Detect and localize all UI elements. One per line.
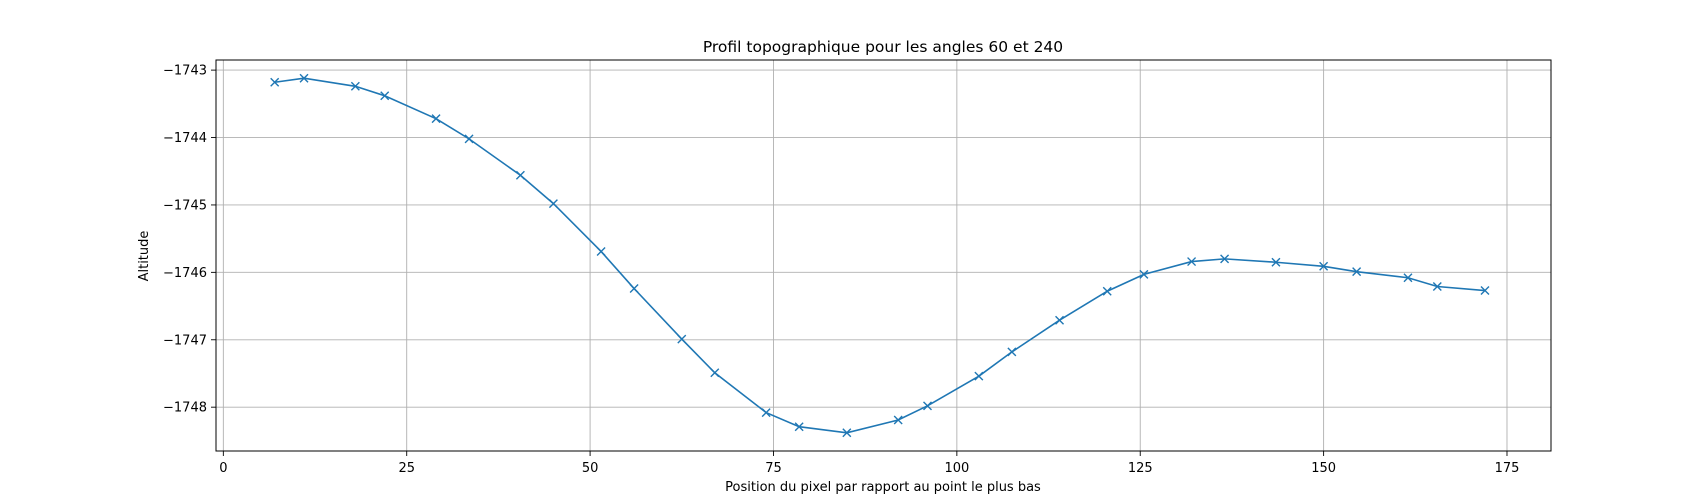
data-point-marker <box>548 199 558 209</box>
chart-title: Profil topographique pour les angles 60 … <box>703 38 1063 56</box>
data-point-marker <box>761 408 771 418</box>
y-axis-ticks: −1743 −1744 −1745 −1746 −1747 −1748 <box>163 64 216 416</box>
data-point-marker <box>1187 257 1197 267</box>
plot-frame <box>215 59 1552 452</box>
y-tick-label: −1746 <box>163 266 207 281</box>
data-point-marker <box>1352 267 1362 277</box>
data-point-marker <box>974 371 984 381</box>
y-tick-label: −1745 <box>163 198 207 213</box>
data-point-marker <box>1102 286 1112 296</box>
x-tick-label: 75 <box>765 461 782 476</box>
data-point-marker <box>350 81 360 91</box>
data-point-marker <box>1319 261 1329 271</box>
data-point-marker <box>380 91 390 101</box>
data-point-marker <box>1220 254 1230 264</box>
series-line <box>274 77 1486 434</box>
x-tick-label: 25 <box>398 461 415 476</box>
y-axis-label: Altitude <box>137 231 152 282</box>
x-tick-label: 150 <box>1311 461 1336 476</box>
data-point-marker <box>299 73 309 83</box>
data-point-marker <box>794 422 804 432</box>
data-point-marker <box>710 368 720 378</box>
data-point-marker <box>270 77 280 87</box>
x-tick-label: 0 <box>219 461 227 476</box>
data-point-marker <box>1139 269 1149 279</box>
data-point-marker <box>1432 282 1442 292</box>
x-tick-label: 175 <box>1495 461 1520 476</box>
data-point-marker <box>842 428 852 438</box>
y-tick-label: −1743 <box>163 64 207 79</box>
x-tick-label: 100 <box>944 461 969 476</box>
data-point-marker <box>1403 273 1413 283</box>
y-tick-label: −1744 <box>163 131 207 146</box>
y-tick-label: −1748 <box>163 401 207 416</box>
data-point-marker <box>515 170 525 180</box>
data-point-marker <box>893 415 903 425</box>
series-group <box>270 73 1490 438</box>
x-axis-label: Position du pixel par rapport au point l… <box>725 480 1041 495</box>
data-point-marker <box>629 284 639 294</box>
grid-lines <box>216 60 1551 451</box>
data-point-marker <box>1271 257 1281 267</box>
y-tick-label: −1747 <box>163 333 207 348</box>
data-point-marker <box>677 334 687 344</box>
x-tick-label: 125 <box>1128 461 1153 476</box>
data-point-marker <box>923 401 933 411</box>
data-point-marker <box>464 134 474 144</box>
data-point-marker <box>596 246 606 256</box>
x-tick-label: 50 <box>582 461 599 476</box>
data-point-marker <box>1007 347 1017 357</box>
data-point-marker <box>431 114 441 124</box>
data-point-marker <box>1055 315 1065 325</box>
x-axis-ticks: 0 25 50 75 100 125 150 175 <box>219 451 1519 476</box>
data-point-marker <box>1480 286 1490 296</box>
